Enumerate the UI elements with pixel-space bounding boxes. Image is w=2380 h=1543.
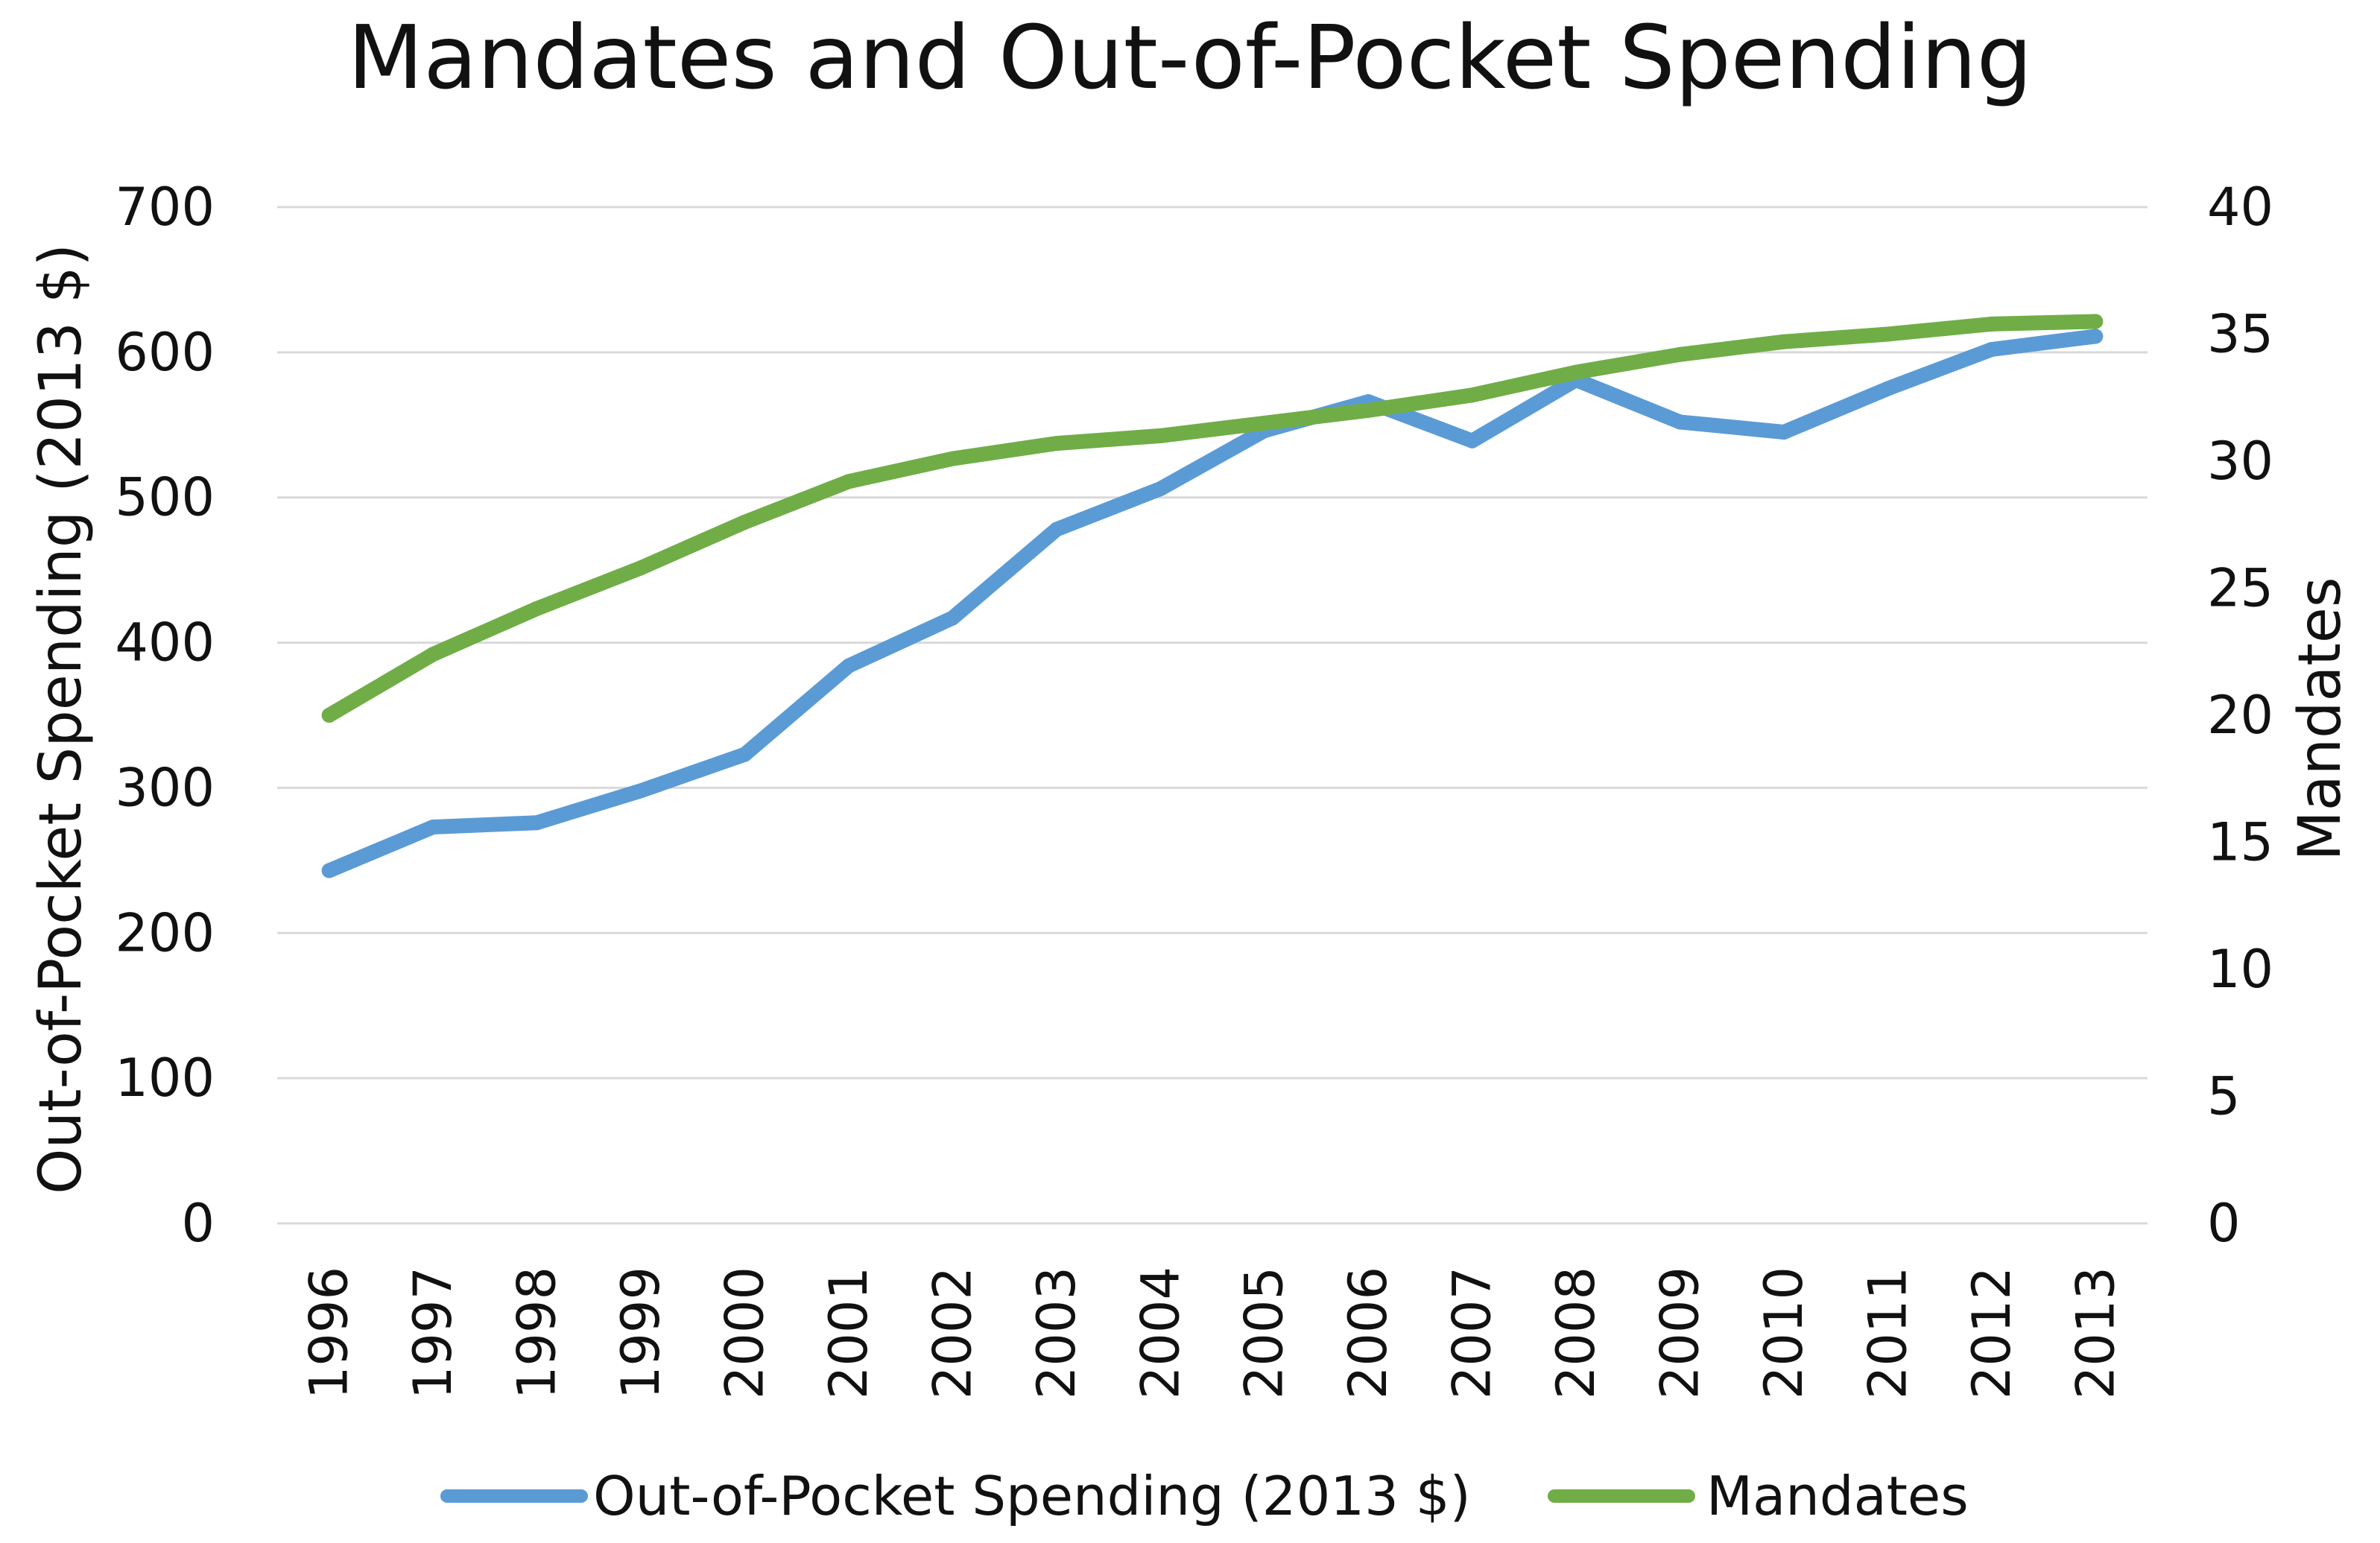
y-tick-label: 400 xyxy=(115,612,215,674)
x-tick-label: 2006 xyxy=(1338,1267,1399,1399)
data-point-spending-2003 xyxy=(1048,522,1064,537)
x-tick-label: 1996 xyxy=(299,1267,360,1399)
y2-tick-label: 15 xyxy=(2207,812,2273,873)
y2-tick-label: 10 xyxy=(2207,939,2273,1000)
x-tick-label: 2013 xyxy=(2065,1267,2126,1399)
y2-tick-label: 5 xyxy=(2207,1066,2241,1127)
data-point-spending-2004 xyxy=(1153,481,1168,497)
data-point-mandates-2008 xyxy=(1569,364,1584,380)
data-point-spending-2002 xyxy=(945,610,960,626)
x-tick-label: 2004 xyxy=(1130,1267,1191,1399)
data-point-mandates-2009 xyxy=(1672,346,1688,362)
data-point-mandates-2001 xyxy=(841,474,856,489)
data-point-mandates-2011 xyxy=(1880,326,1896,342)
data-point-mandates-2000 xyxy=(737,514,753,530)
x-axis-ticks: 1996 1997 1998 1999 2000 2001 2002 2003 2004 2005… xyxy=(299,1267,2127,1399)
data-point-mandates-2006 xyxy=(1361,402,1376,418)
y2-tick-label: 35 xyxy=(2207,304,2273,365)
data-point-spending-1997 xyxy=(425,820,441,835)
gridlines xyxy=(277,206,2148,1225)
x-tick-label: 2000 xyxy=(715,1267,776,1399)
data-point-spending-2012 xyxy=(1984,341,1999,357)
data-point-spending-1996 xyxy=(321,863,337,878)
y2-tick-label: 20 xyxy=(2207,685,2273,746)
data-point-spending-2001 xyxy=(841,658,856,674)
series-line-spending xyxy=(321,329,2104,878)
y-tick-label: 300 xyxy=(115,757,215,818)
data-point-mandates-2004 xyxy=(1153,428,1168,443)
x-tick-label: 2010 xyxy=(1753,1267,1814,1399)
y2-tick-label: 0 xyxy=(2207,1193,2241,1254)
y-tick-label: 100 xyxy=(115,1048,215,1109)
data-point-spending-2009 xyxy=(1672,414,1688,430)
x-tick-label: 2001 xyxy=(818,1267,879,1399)
y2-tick-label: 25 xyxy=(2207,558,2273,619)
data-point-spending-1998 xyxy=(529,815,545,831)
x-tick-label: 2003 xyxy=(1026,1267,1087,1399)
x-tick-label: 1998 xyxy=(507,1267,568,1399)
y-tick-label: 200 xyxy=(115,902,215,963)
data-point-mandates-2005 xyxy=(1256,415,1272,431)
data-point-spending-2007 xyxy=(1464,433,1480,449)
data-point-mandates-2012 xyxy=(1984,316,1999,332)
data-point-mandates-2002 xyxy=(945,451,960,466)
data-point-spending-1999 xyxy=(633,783,649,799)
y2-tick-label: 30 xyxy=(2207,431,2273,492)
data-point-mandates-2010 xyxy=(1776,334,1791,349)
y-tick-label: 500 xyxy=(115,467,215,528)
right-axis-ticks: 0 5 10 15 20 25 30 35 40 xyxy=(2207,177,2273,1254)
data-point-mandates-1997 xyxy=(425,647,441,662)
y2-axis-title: Mandates xyxy=(2287,577,2354,861)
data-point-mandates-2007 xyxy=(1464,387,1480,403)
series-line-mandates xyxy=(321,314,2104,723)
x-tick-label: 1999 xyxy=(610,1267,671,1399)
data-point-mandates-1999 xyxy=(633,560,649,576)
legend-label-spending: Out-of-Pocket Spending (2013 $) xyxy=(593,1465,1471,1527)
chart-title: Mandates and Out-of-Pocket Spending xyxy=(347,6,2032,109)
x-tick-label: 2009 xyxy=(1650,1267,1711,1399)
data-point-mandates-1996 xyxy=(321,708,337,723)
x-tick-label: 2002 xyxy=(922,1267,983,1399)
data-point-spending-2000 xyxy=(737,747,753,762)
series-lines xyxy=(321,314,2104,878)
y-tick-label: 0 xyxy=(181,1193,215,1254)
data-point-mandates-2003 xyxy=(1048,436,1064,452)
left-axis-ticks: 0 100 200 300 400 500 600 700 xyxy=(115,177,215,1254)
y-axis-title: Out-of-Pocket Spending (2013 $) xyxy=(28,244,95,1194)
x-tick-label: 2007 xyxy=(1442,1267,1503,1399)
y2-tick-label: 40 xyxy=(2207,177,2273,238)
data-point-mandates-1998 xyxy=(529,601,545,616)
data-point-spending-2011 xyxy=(1880,381,1896,396)
y-tick-label: 700 xyxy=(115,177,215,238)
data-point-mandates-2013 xyxy=(2088,314,2104,329)
x-tick-label: 1997 xyxy=(402,1267,463,1399)
y-tick-label: 600 xyxy=(115,322,215,383)
data-point-spending-2010 xyxy=(1776,425,1791,440)
x-tick-label: 2011 xyxy=(1857,1267,1918,1399)
data-point-spending-2013 xyxy=(2088,329,2104,344)
legend: Out-of-Pocket Spending (2013 $) Mandates xyxy=(440,1465,1969,1527)
legend-label-mandates: Mandates xyxy=(1706,1465,1969,1527)
x-tick-label: 2005 xyxy=(1234,1267,1295,1399)
x-tick-label: 2008 xyxy=(1545,1267,1607,1399)
x-tick-label: 2012 xyxy=(1961,1267,2022,1399)
